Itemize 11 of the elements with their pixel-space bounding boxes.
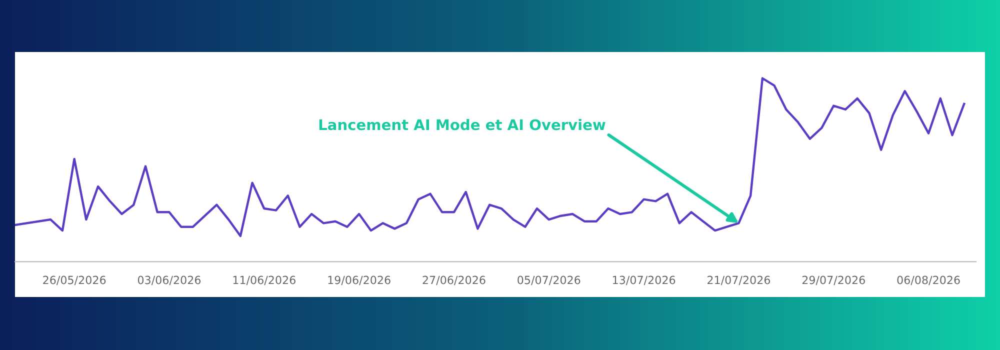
x-tick-label: 03/06/2026: [138, 276, 201, 286]
x-tick-label: 06/08/2026: [897, 276, 960, 286]
x-tick-label: 29/07/2026: [802, 276, 865, 286]
x-tick-label: 26/05/2026: [43, 276, 106, 286]
x-tick-label: 05/07/2026: [518, 276, 580, 286]
x-tick-label: 27/06/2026: [422, 276, 486, 286]
x-tick-label: 21/07/2026: [708, 276, 770, 286]
annotation: Lancement AI Mode et AI Overview: [319, 118, 606, 130]
x-tick-label: 11/06/2026: [233, 276, 296, 286]
x-tick-label: 19/06/2026: [328, 276, 390, 286]
x-tick-label: 13/07/2026: [613, 276, 676, 286]
